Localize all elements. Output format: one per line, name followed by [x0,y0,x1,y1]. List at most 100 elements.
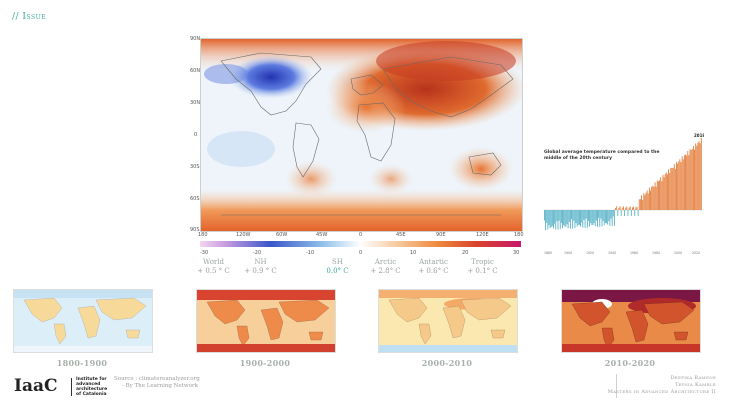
chart-bar [644,194,646,210]
x-tick: 1900 [564,251,572,255]
colorbar-tick: 20 [462,250,469,256]
chart-bar [597,210,598,227]
chart-bar [661,181,663,210]
credit-line: Tepsia Kamble [675,382,716,388]
colorbar-tick: -10 [306,250,315,256]
chart-bar [554,210,556,224]
chart-bar [615,207,616,210]
chart-bar [662,174,664,210]
chart-bar [580,210,582,227]
chart-bar [617,210,619,216]
chart-year-label: 2019 [694,133,704,138]
chart-bar [604,210,606,224]
thumbnail-map-image [197,290,335,352]
issue-heading: // Issue [12,12,47,22]
chart-bar [692,145,694,210]
chart-bar [671,167,673,210]
thumbnail-map[interactable] [13,289,153,353]
chart-bar [690,150,692,210]
stat-label: Antartic [419,258,448,266]
lon-label: 120W [236,232,251,238]
stat-label: Arctic [374,258,397,266]
chart-bar [547,210,549,230]
chart-bar [573,210,575,221]
chart-bar [677,163,679,210]
chart-bar [549,210,551,229]
chart-bar [606,210,607,224]
author-credit: Deepika Ramesh Tepsia Kamble Masters in … [608,375,716,396]
chart-bar [601,210,603,227]
chart-bar [665,172,667,210]
colorbar-tick: -30 [200,250,209,256]
stat-arctic: Arctic + 2.8° C [358,258,413,276]
chart-bar [616,206,618,210]
chart-bar [560,210,562,224]
chart-bar [575,210,577,224]
chart-bar [664,173,666,210]
chart-bar [613,210,615,226]
chart-bar [635,207,637,210]
chart-bar [571,210,572,220]
chart-bar [648,187,650,210]
chart-bar [642,200,644,210]
stat-tropic: Tropic + 0.1° C [455,258,510,276]
chart-bar [609,210,611,226]
chart-bar [602,210,604,221]
logo-line: of Catalonia [76,392,107,397]
chart-bar [558,210,560,221]
chart-bar [647,193,649,210]
chart-bar [612,210,614,217]
chart-bar [681,156,683,210]
chart-bar [645,192,647,210]
chart-bar [611,210,613,227]
stat-value: + 0.9 ° C [244,267,277,275]
thumbnail-map[interactable] [378,289,518,353]
thumbnail-map[interactable] [561,289,701,353]
chart-bar [545,210,547,231]
temperature-colorbar [200,241,521,247]
stat-label: Tropic [471,258,494,266]
lon-label: 90E [436,232,446,238]
chart-bar [688,155,690,210]
temperature-anomaly-chart: 2019 1880 1900 1920 1940 1960 1980 2000 … [544,133,704,255]
chart-bar [603,210,605,226]
chart-bar [646,190,648,210]
stat-label: World [203,258,224,266]
chart-bar [551,210,553,227]
logo-divider [71,378,72,396]
chart-bar [668,169,670,210]
thumbnail-map-image [379,290,517,352]
chart-bar [655,186,657,210]
chart-bar [633,206,635,210]
chart-bar [550,210,552,228]
chart-bar [599,210,601,227]
chart-bar [689,149,691,210]
colorbar-tick: 10 [410,250,417,256]
colorbar-tick: 0 [359,250,363,256]
logo-line: Institute for [76,377,107,382]
lon-label: 45W [316,232,328,238]
logo-line: architecture [76,387,108,392]
stat-value: + 0.5 ° C [197,267,230,275]
chart-bar [618,207,620,210]
chart-bar [691,148,693,210]
chart-bar [607,210,609,225]
thumbnail-map[interactable] [196,289,336,353]
chart-bar [598,210,600,218]
stat-label: NH [254,258,267,266]
chart-bar [636,206,638,210]
chart-x-ticks: 1880 1900 1920 1940 1960 1980 2000 2020 [544,251,700,255]
chart-bar [548,210,550,226]
lon-label: 0 [359,232,363,238]
chart-bar [595,210,597,221]
chart-bar [657,181,659,210]
chart-bar [574,210,576,228]
iaac-logo: IaaC [14,376,58,396]
stat-world: World + 0.5 ° C [186,258,241,276]
stat-value: + 2.8° C [370,267,401,275]
chart-bar [652,185,654,210]
chart-bar [694,149,695,210]
chart-bar [672,167,674,210]
chart-bar [593,210,595,223]
chart-bar [600,210,602,219]
